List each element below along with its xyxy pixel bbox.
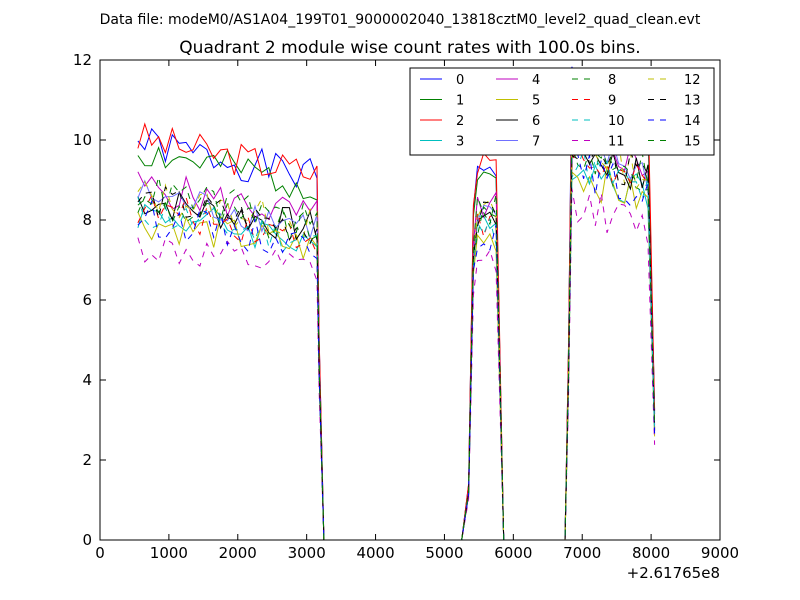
x-tick-label: 1000 [150,544,188,562]
y-tick-label: 12 [73,51,92,69]
legend-label-14: 14 [684,114,701,129]
legend-label-0: 0 [456,73,464,88]
y-tick-label: 4 [82,371,92,389]
legend-label-1: 1 [456,94,464,109]
legend-label-3: 3 [456,135,464,150]
legend-label-8: 8 [608,73,616,88]
x-tick-label: 9000 [701,544,739,562]
legend-label-7: 7 [532,135,540,150]
x-tick-label: 6000 [494,544,532,562]
legend-label-5: 5 [532,94,540,109]
x-tick-label: 7000 [563,544,601,562]
legend-label-11: 11 [608,135,625,150]
y-tick-label: 2 [82,451,92,469]
plot-frame [99,59,721,541]
legend-label-12: 12 [684,73,701,88]
x-tick-label: 0 [95,544,105,562]
y-tick-label: 0 [82,531,92,549]
x-tick-label: 8000 [632,544,670,562]
x-tick-label: 4000 [356,544,394,562]
x-tick-label: 5000 [425,544,463,562]
legend-label-6: 6 [532,114,540,129]
legend-label-9: 9 [608,94,616,109]
legend-label-2: 2 [456,114,464,129]
legend-label-15: 15 [684,135,701,150]
legend-label-13: 13 [684,94,701,109]
x-tick-label: 2000 [219,544,257,562]
legend-label-4: 4 [532,73,540,88]
file-title: Data file: modeM0/AS1A04_199T01_90000020… [100,12,701,28]
x-tick-label: 3000 [288,544,326,562]
legend-label-10: 10 [608,114,625,129]
series-line-15 [137,127,656,540]
chart-title: Quadrant 2 module wise count rates with … [179,38,640,58]
axis-ticks: 0 1000 2000 3000 4000 5000 6000 7000 8000 9000 0 2 4… [73,51,739,562]
series-layer [137,66,656,540]
series-line-11 [137,188,656,540]
series-line-9 [137,144,656,540]
y-tick-label: 6 [82,291,92,309]
x-offset-label: +2.61765e8 [627,564,720,582]
y-tick-label: 10 [73,131,92,149]
y-tick-label: 8 [82,211,92,229]
series-line-14 [137,145,656,540]
